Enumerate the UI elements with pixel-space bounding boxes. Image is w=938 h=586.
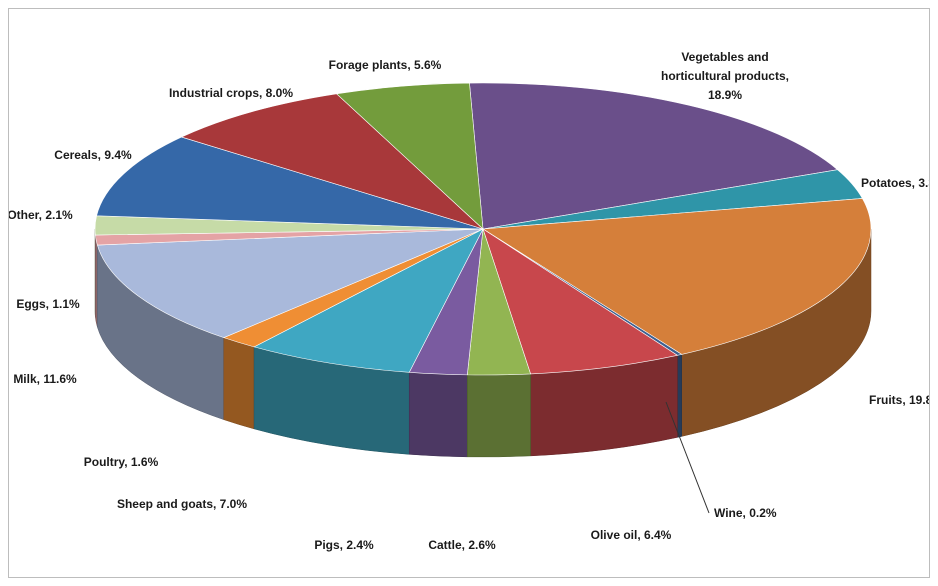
- label-eggs: Eggs, 1.1%: [16, 297, 80, 311]
- label-vegetables-and-horticultural-products: Vegetables and horticultural products, 18.…: [661, 50, 789, 102]
- slice-olive-oil: [482, 228, 679, 375]
- label-sheep-and-goats: Sheep and goats, 7.0%: [117, 497, 247, 511]
- slice-cereals: [96, 136, 484, 230]
- pie-chart: Vegetables and horticultural products, 18.…: [9, 50, 930, 552]
- label-pigs: Pigs, 2.4%: [314, 538, 374, 552]
- slice-side-eggs: [95, 234, 98, 328]
- pie-sides: [94, 228, 872, 458]
- slice-milk: [96, 228, 484, 338]
- label-fruits: Fruits, 19.8%: [869, 393, 930, 407]
- label-cereals: Cereals, 9.4%: [54, 148, 132, 162]
- label-industrial-crops: Industrial crops, 8.0%: [169, 86, 293, 100]
- slice-sheep-and-goats: [253, 228, 484, 373]
- slice-industrial-crops: [180, 93, 484, 230]
- pie-tops: [94, 82, 872, 376]
- slice-forage-plants: [335, 82, 484, 230]
- slice-side-cattle: [467, 373, 531, 458]
- slice-vegetables-and-horticultural-products: [469, 82, 839, 230]
- label-milk: Milk, 11.6%: [13, 372, 77, 386]
- label-other: Other, 2.1%: [9, 208, 73, 222]
- slice-fruits: [482, 198, 872, 355]
- label-potatoes: Potatoes, 3.3%: [861, 176, 930, 190]
- slice-side-wine: [677, 354, 682, 438]
- leader-line-wine: [665, 401, 710, 514]
- slice-labels: Vegetables and horticultural products, 18.…: [9, 50, 930, 552]
- chart-frame: Vegetables and horticultural products, 18.…: [8, 8, 930, 578]
- slice-side-poultry: [223, 337, 255, 430]
- label-wine: Wine, 0.2%: [714, 506, 777, 520]
- label-forage-plants: Forage plants, 5.6%: [329, 58, 442, 72]
- label-poultry: Poultry, 1.6%: [84, 455, 159, 469]
- label-cattle: Cattle, 2.6%: [428, 538, 496, 552]
- label-olive-oil: Olive oil, 6.4%: [591, 528, 672, 542]
- slice-side-pigs: [408, 372, 468, 458]
- leader-lines: [665, 401, 710, 514]
